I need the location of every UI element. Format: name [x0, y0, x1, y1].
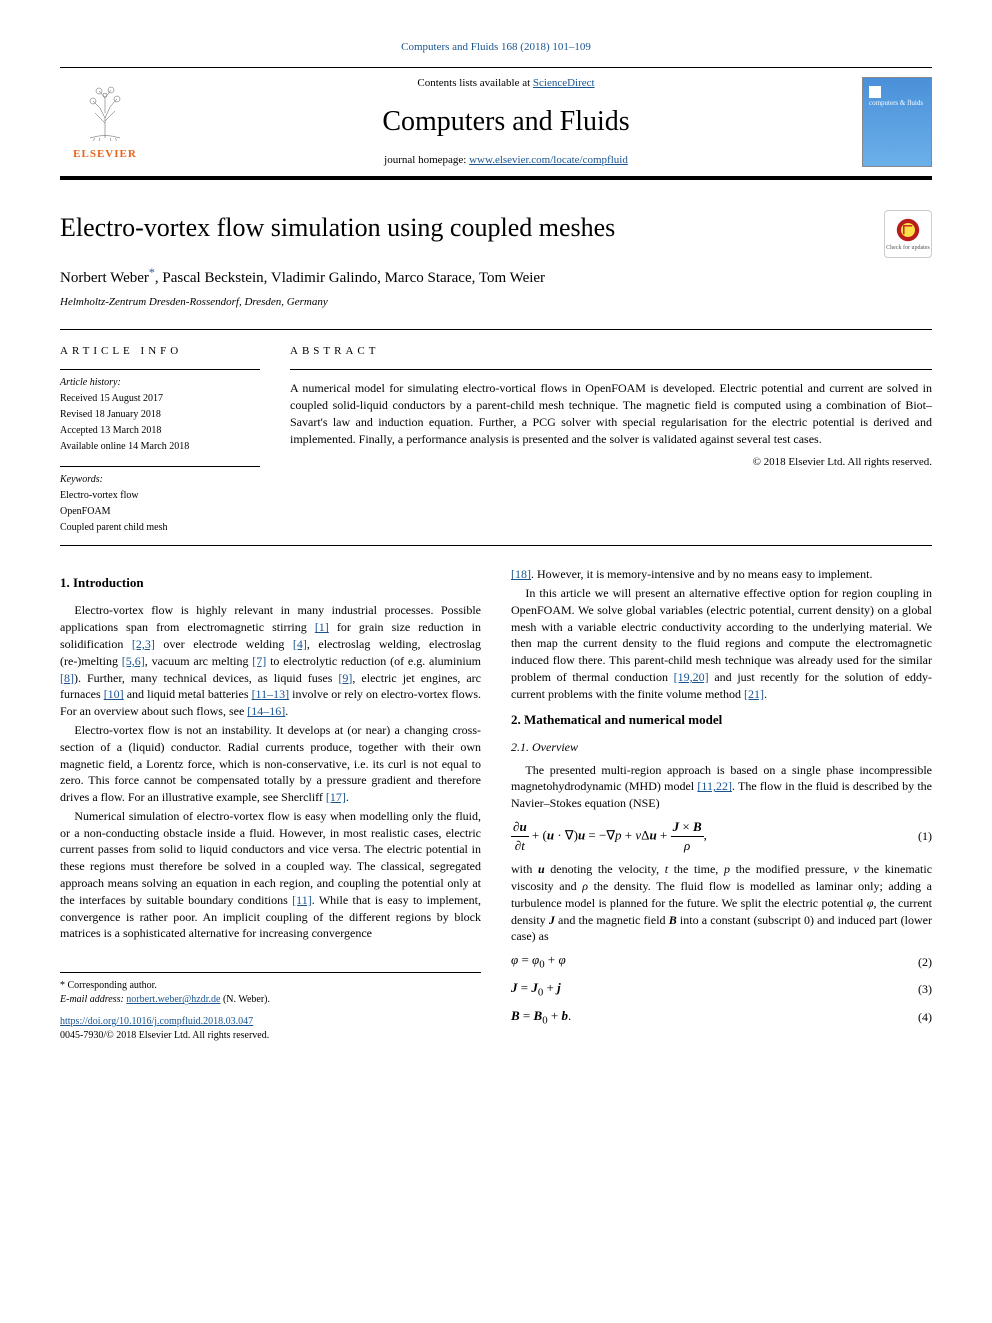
equation-4: B = B0 + b. (4) [511, 1007, 932, 1029]
corr-mark: * [149, 265, 155, 279]
s21-p2: with u denoting the velocity, t the time… [511, 861, 932, 945]
received: Received 15 August 2017 [60, 392, 260, 406]
article-info: ARTICLE INFO Article history: Received 1… [60, 344, 260, 537]
eq4-num: (4) [918, 1009, 932, 1026]
ref-8[interactable]: [8] [60, 671, 74, 685]
abstract: ABSTRACT A numerical model for simulatin… [290, 344, 932, 537]
section-2-1-title: 2.1. Overview [511, 739, 932, 756]
section-1-title: 1. Introduction [60, 574, 481, 592]
s1-p3-cont: [18]. However, it is memory-intensive an… [511, 566, 932, 583]
copyright: © 2018 Elsevier Ltd. All rights reserved… [290, 455, 932, 470]
issn-copyright: 0045-7930/© 2018 Elsevier Ltd. All right… [60, 1030, 269, 1041]
section-2-title: 2. Mathematical and numerical model [511, 711, 932, 729]
s21-p1: The presented multi-region approach is b… [511, 762, 932, 812]
doi-link[interactable]: https://doi.org/10.1016/j.compfluid.2018… [60, 1016, 253, 1027]
ref-4[interactable]: [4] [293, 637, 307, 651]
revised: Revised 18 January 2018 [60, 408, 260, 422]
eq3-num: (3) [918, 981, 932, 998]
eq2-num: (2) [918, 954, 932, 971]
journal-cover: computers & fluids [862, 77, 932, 167]
abstract-text: A numerical model for simulating electro… [290, 380, 932, 447]
kw-divider [60, 466, 260, 467]
divider-top [60, 329, 932, 330]
page-citation: Computers and Fluids 168 (2018) 101–109 [60, 40, 932, 55]
elsevier-tree-icon [75, 83, 135, 143]
publisher-logo: ELSEVIER [60, 77, 150, 167]
kw1: Electro-vortex flow [60, 489, 260, 503]
eq1-num: (1) [918, 828, 932, 845]
cover-text: computers & fluids [869, 100, 923, 108]
divider-bottom [60, 545, 932, 546]
s1-p4: In this article we will present an alter… [511, 585, 932, 703]
equation-2: φ = φ0 + φ (2) [511, 951, 932, 973]
equation-1: ∂u∂t + (u · ∇)u = −∇p + νΔu + J × Bρ, (1… [511, 818, 932, 855]
journal-center: Contents lists available at ScienceDirec… [150, 76, 862, 168]
ref-10[interactable]: [10] [104, 687, 124, 701]
contents-prefix: Contents lists available at [417, 77, 532, 89]
info-label: ARTICLE INFO [60, 344, 260, 359]
ref-14-16[interactable]: [14–16] [247, 704, 285, 718]
ref-2-3[interactable]: [2,3] [132, 637, 155, 651]
ref-11b[interactable]: [11] [292, 893, 312, 907]
ref-5-6[interactable]: [5,6] [122, 654, 145, 668]
ref-19-20[interactable]: [19,20] [674, 670, 709, 684]
journal-homepage: journal homepage: www.elsevier.com/locat… [150, 153, 862, 168]
publisher-name: ELSEVIER [73, 147, 137, 162]
journal-header: ELSEVIER Contents lists available at Sci… [60, 67, 932, 180]
kw3: Coupled parent child mesh [60, 521, 260, 535]
journal-name: Computers and Fluids [150, 102, 862, 141]
homepage-prefix: journal homepage: [384, 154, 469, 166]
affiliation: Helmholtz-Zentrum Dresden-Rossendorf, Dr… [60, 295, 932, 310]
check-updates-icon [894, 216, 922, 244]
article-title: Electro-vortex flow simulation using cou… [60, 210, 884, 246]
ref-7[interactable]: [7] [252, 654, 266, 668]
s1-p2: Electro-vortex flow is not an instabilit… [60, 722, 481, 806]
homepage-link[interactable]: www.elsevier.com/locate/compfluid [469, 154, 628, 166]
abstract-label: ABSTRACT [290, 344, 932, 359]
ref-1[interactable]: [1] [315, 620, 329, 634]
corr-author: * Corresponding author. [60, 979, 481, 993]
check-updates-label: Check for updates [886, 244, 930, 252]
kw2: OpenFOAM [60, 505, 260, 519]
s1-p3: Numerical simulation of electro-vortex f… [60, 808, 481, 942]
info-divider [60, 369, 260, 370]
sciencedirect-link[interactable]: ScienceDirect [533, 77, 595, 89]
authors: Norbert Weber*, Pascal Beckstein, Vladim… [60, 264, 932, 289]
ref-21[interactable]: [21] [744, 687, 764, 701]
accepted: Accepted 13 March 2018 [60, 424, 260, 438]
contents-line: Contents lists available at ScienceDirec… [150, 76, 862, 91]
ref-18[interactable]: [18] [511, 567, 531, 581]
s1-p1: Electro-vortex flow is highly relevant i… [60, 602, 481, 720]
email-link[interactable]: norbert.weber@hzdr.de [126, 994, 220, 1005]
abstract-divider [290, 369, 932, 370]
ref-9[interactable]: [9] [338, 671, 352, 685]
ref-11-13[interactable]: [11–13] [252, 687, 290, 701]
footnote: * Corresponding author. E-mail address: … [60, 972, 481, 1007]
equation-3: J = J0 + j (3) [511, 979, 932, 1001]
email-line: E-mail address: norbert.weber@hzdr.de (N… [60, 993, 481, 1007]
check-updates-badge[interactable]: Check for updates [884, 210, 932, 258]
keywords-heading: Keywords: [60, 473, 260, 487]
history-heading: Article history: [60, 376, 260, 390]
ref-11-22[interactable]: [11,22] [697, 779, 732, 793]
body-columns: 1. Introduction Electro-vortex flow is h… [60, 566, 932, 1043]
available: Available online 14 March 2018 [60, 440, 260, 454]
doi-block: https://doi.org/10.1016/j.compfluid.2018… [60, 1015, 481, 1043]
ref-17[interactable]: [17] [326, 790, 346, 804]
